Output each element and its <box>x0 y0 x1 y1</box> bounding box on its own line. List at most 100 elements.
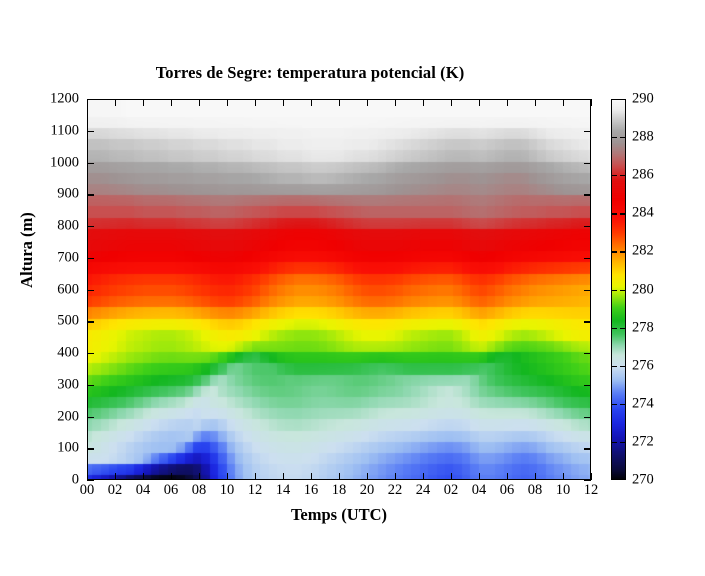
x-tick-mark <box>591 473 593 480</box>
x-tick-mark <box>563 99 565 106</box>
x-tick-label: 10 <box>555 482 571 498</box>
x-tick-mark <box>283 99 285 106</box>
y-tick-label: 1200 <box>50 90 79 107</box>
x-tick-label: 00 <box>79 482 95 498</box>
y-tick-label: 200 <box>57 408 79 424</box>
y-tick-mark <box>87 353 94 355</box>
x-tick-mark <box>311 99 313 106</box>
y-tick-mark <box>584 480 591 482</box>
x-tick-label: 10 <box>219 482 235 498</box>
x-tick-mark <box>367 99 369 106</box>
colorbar-tick-label: 272 <box>632 433 654 450</box>
y-tick-mark <box>584 384 591 387</box>
y-tick-label: 700 <box>57 249 79 266</box>
x-tick-mark <box>591 99 593 106</box>
x-axis-label: Temps (UTC) <box>290 505 388 524</box>
y-tick-mark <box>87 257 94 260</box>
colorbar-tick-mark <box>611 175 617 177</box>
x-tick-mark <box>87 99 89 106</box>
colorbar-tick-label: 270 <box>632 471 654 488</box>
heatmap-field <box>88 100 590 479</box>
colorbar-tick-mark <box>611 289 617 291</box>
colorbar-tick-label: 276 <box>632 357 654 374</box>
x-tick-label: 04 <box>135 482 151 498</box>
x-tick-mark <box>255 473 257 480</box>
colorbar-tick-label: 278 <box>632 319 654 336</box>
x-tick-mark <box>507 473 509 480</box>
x-tick-label: 08 <box>527 482 543 498</box>
colorbar-tick-label: 286 <box>632 166 654 183</box>
y-tick-label: 600 <box>57 281 79 297</box>
colorbar-tick-label: 274 <box>632 395 654 412</box>
colorbar-tick-mark <box>620 251 626 253</box>
y-tick-mark <box>87 448 94 450</box>
colorbar-tick-mark <box>620 137 626 139</box>
x-tick-mark <box>395 473 397 480</box>
y-tick-mark <box>584 448 591 450</box>
y-tick-label: 1000 <box>50 154 79 170</box>
x-tick-mark <box>143 99 145 106</box>
x-tick-mark <box>199 473 201 480</box>
y-tick-mark <box>584 321 591 323</box>
y-tick-mark <box>87 289 94 291</box>
colorbar-tick-mark <box>620 175 626 177</box>
x-tick-mark <box>171 473 173 480</box>
x-tick-label: 16 <box>303 482 319 498</box>
y-tick-mark <box>584 99 591 101</box>
colorbar-tick-mark <box>611 403 617 406</box>
y-tick-mark <box>584 416 591 418</box>
x-tick-mark <box>171 99 173 106</box>
colorbar-tick-mark <box>611 137 617 139</box>
y-tick-mark <box>584 353 591 355</box>
x-tick-mark <box>87 473 89 480</box>
colorbar-tick-label: 282 <box>632 242 654 259</box>
y-tick-mark <box>87 162 94 164</box>
y-tick-label: 1100 <box>50 122 79 139</box>
x-tick-mark <box>479 473 481 480</box>
y-tick-label: 800 <box>57 217 79 234</box>
y-tick-label: 400 <box>57 344 79 361</box>
y-tick-label: 500 <box>57 312 79 329</box>
x-tick-mark <box>283 473 285 480</box>
colorbar-tick-label: 284 <box>632 204 654 221</box>
x-tick-mark <box>311 473 313 480</box>
y-tick-mark <box>87 321 94 323</box>
x-tick-mark <box>227 473 229 480</box>
x-tick-mark <box>255 99 257 106</box>
y-tick-mark <box>87 194 94 196</box>
y-tick-mark <box>87 416 94 418</box>
y-tick-label: 900 <box>57 185 79 202</box>
x-tick-label: 22 <box>387 482 403 498</box>
x-tick-label: 12 <box>247 482 263 498</box>
x-tick-label: 02 <box>443 482 459 498</box>
colorbar-tick-mark <box>611 251 617 253</box>
x-tick-label: 08 <box>191 482 207 498</box>
x-tick-mark <box>339 473 341 480</box>
x-tick-label: 12 <box>583 482 599 498</box>
colorbar-tick-mark <box>620 327 626 329</box>
heatmap-plot-area <box>87 99 591 480</box>
x-tick-mark <box>367 473 369 480</box>
y-tick-label: 0 <box>71 471 79 488</box>
y-tick-label: 300 <box>57 376 79 393</box>
x-tick-mark <box>451 99 453 106</box>
x-tick-mark <box>199 99 201 106</box>
chart-title: Torres de Segre: temperatura potencial (… <box>155 63 465 82</box>
x-tick-mark <box>115 473 117 480</box>
x-tick-mark <box>423 473 425 480</box>
x-tick-mark <box>339 99 341 106</box>
x-tick-mark <box>507 99 509 106</box>
y-tick-mark <box>584 226 591 228</box>
colorbar-tick-label: 280 <box>632 281 654 297</box>
x-tick-mark <box>479 99 481 106</box>
x-tick-mark <box>227 99 229 106</box>
x-tick-label: 06 <box>499 482 515 498</box>
colorbar-tick-mark <box>620 213 626 215</box>
y-tick-mark <box>87 480 94 482</box>
colorbar-gradient <box>612 100 625 479</box>
y-tick-mark <box>584 130 591 133</box>
x-tick-label: 04 <box>471 482 487 498</box>
x-tick-label: 02 <box>107 482 123 498</box>
colorbar-tick-mark <box>620 365 626 367</box>
